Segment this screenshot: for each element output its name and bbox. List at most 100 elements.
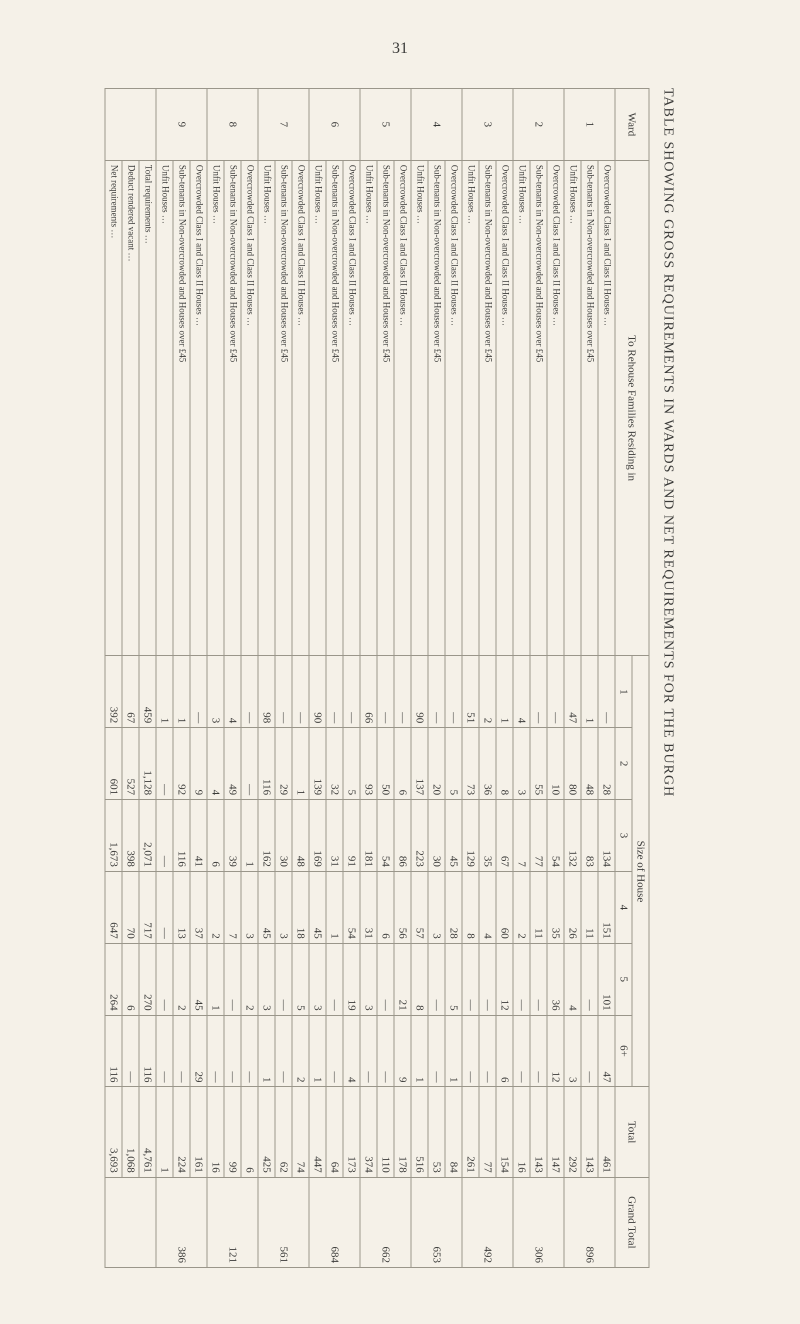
table-cell: 86 — [394, 800, 411, 872]
table-cell: 3 — [564, 1015, 581, 1087]
table-cell: 90 — [411, 656, 428, 728]
table-cell: 178 — [394, 1087, 411, 1177]
header-col-3: 3 — [615, 800, 632, 872]
table-cell: 21 — [394, 943, 411, 1015]
table-cell: 1 — [241, 800, 258, 872]
table-cell: 459 — [139, 656, 156, 728]
table-cell: Sub-tenants in Non-overcrowded and House… — [479, 160, 496, 656]
table-row: 5Overcrowded Class I and Class II Houses… — [394, 89, 411, 1268]
table-cell: — — [326, 1015, 343, 1087]
table-cell: — — [190, 656, 207, 728]
table-cell: — — [156, 1015, 173, 1087]
table-cell: 39 — [224, 800, 241, 872]
table-cell: 3 — [207, 656, 224, 728]
table-cell: 3 — [275, 871, 292, 943]
table-cell: 49 — [224, 728, 241, 800]
header-grand: Grand Total — [615, 1177, 649, 1267]
table-cell: Sub-tenants in Non-overcrowded and House… — [224, 160, 241, 656]
table-cell: 181 — [360, 800, 377, 872]
table-cell: 2 — [173, 943, 190, 1015]
table-cell: 36 — [547, 943, 564, 1015]
table-cell: — — [173, 1015, 190, 1087]
table-cell: 74 — [292, 1087, 309, 1177]
table-cell: — — [377, 1015, 394, 1087]
table-cell: — — [445, 656, 462, 728]
table-cell: 1 — [173, 656, 190, 728]
table-cell: 1 — [207, 943, 224, 1015]
table-cell: 392 — [105, 656, 122, 728]
table-cell: Sub-tenants in Non-overcrowded and House… — [326, 160, 343, 656]
table-cell: — — [326, 943, 343, 1015]
table-cell: 30 — [428, 800, 445, 872]
table-cell: 6 — [122, 943, 139, 1015]
table-cell: — — [343, 656, 360, 728]
table-cell: — — [428, 1015, 445, 1087]
table-row: Sub-tenants in Non-overcrowded and House… — [224, 89, 241, 1268]
table-cell: 90 — [309, 656, 326, 728]
table-cell: — — [275, 1015, 292, 1087]
table-cell: 29 — [190, 1015, 207, 1087]
table-cell: 1 — [445, 1015, 462, 1087]
table-cell: 4,761 — [139, 1087, 156, 1177]
table-row: Unfit Houses …901391694531447 — [309, 89, 326, 1268]
table-cell: Sub-tenants in Non-overcrowded and House… — [275, 160, 292, 656]
table-cell: 36 — [479, 728, 496, 800]
table-cell: — — [462, 943, 479, 1015]
table-cell: 6 — [496, 1015, 513, 1087]
table-row: Sub-tenants in Non-overcrowded and House… — [326, 89, 343, 1268]
table-cell: 5 — [360, 89, 411, 161]
table-cell: 1,128 — [139, 728, 156, 800]
table-cell: 1 — [411, 1015, 428, 1087]
table-cell: 386 — [156, 1177, 207, 1267]
table-cell: 53 — [428, 1087, 445, 1177]
table-cell: Overcrowded Class I and Class II Houses … — [343, 160, 360, 656]
table-cell: 7 — [224, 871, 241, 943]
table-cell: 12 — [496, 943, 513, 1015]
table-cell: Unfit Houses … — [309, 160, 326, 656]
table-cell: 7 — [513, 800, 530, 872]
table-cell: 601 — [105, 728, 122, 800]
table-cell: 896 — [564, 1177, 615, 1267]
table-cell: 67 — [122, 656, 139, 728]
table-cell: 169 — [309, 800, 326, 872]
table-cell: — — [241, 728, 258, 800]
table-cell: Unfit Houses … — [564, 160, 581, 656]
table-cell: — — [394, 656, 411, 728]
table-cell: — — [428, 656, 445, 728]
table-cell: 6 — [309, 89, 360, 161]
table-cell: 116 — [258, 728, 275, 800]
table-cell: 662 — [360, 1177, 411, 1267]
table-cell: — — [462, 1015, 479, 1087]
table-cell: Sub-tenants in Non-overcrowded and House… — [530, 160, 547, 656]
table-cell: 110 — [377, 1087, 394, 1177]
table-row: Unfit Houses …51731298——261 — [462, 89, 479, 1268]
table-cell: 1 — [326, 871, 343, 943]
table-cell: 129 — [462, 800, 479, 872]
table-cell: — — [530, 656, 547, 728]
table-cell: Unfit Houses … — [156, 160, 173, 656]
table-cell: 2 — [241, 943, 258, 1015]
table-cell: — — [581, 943, 598, 1015]
table-cell: 1 — [564, 89, 615, 161]
table-cell: — — [479, 1015, 496, 1087]
table-cell: 92 — [173, 728, 190, 800]
table-row: Unfit Houses …981161624531425 — [258, 89, 275, 1268]
table-cell: 83 — [581, 800, 598, 872]
table-row: 8Overcrowded Class I and Class II Houses… — [241, 89, 258, 1268]
table-cell: — — [360, 1015, 377, 1087]
rotated-wrapper: TABLE SHOWING GROSS REQUIREMENTS IN WARD… — [30, 78, 770, 1278]
table-cell: 374 — [360, 1087, 377, 1177]
table-row: 1Overcrowded Class I and Class II Houses… — [598, 89, 615, 1268]
table-cell: 67 — [496, 800, 513, 872]
table-cell: 18 — [292, 871, 309, 943]
table-cell: 35 — [547, 871, 564, 943]
table-cell: — — [428, 943, 445, 1015]
table-cell: 264 — [105, 943, 122, 1015]
table-cell: Overcrowded Class I and Class II Houses … — [496, 160, 513, 656]
table-cell: 77 — [479, 1087, 496, 1177]
table-cell: — — [581, 1015, 598, 1087]
table-cell: Unfit Houses … — [258, 160, 275, 656]
table-cell: 101 — [598, 943, 615, 1015]
table-cell: 143 — [530, 1087, 547, 1177]
table-cell: Overcrowded Class I and Class II Houses … — [547, 160, 564, 656]
